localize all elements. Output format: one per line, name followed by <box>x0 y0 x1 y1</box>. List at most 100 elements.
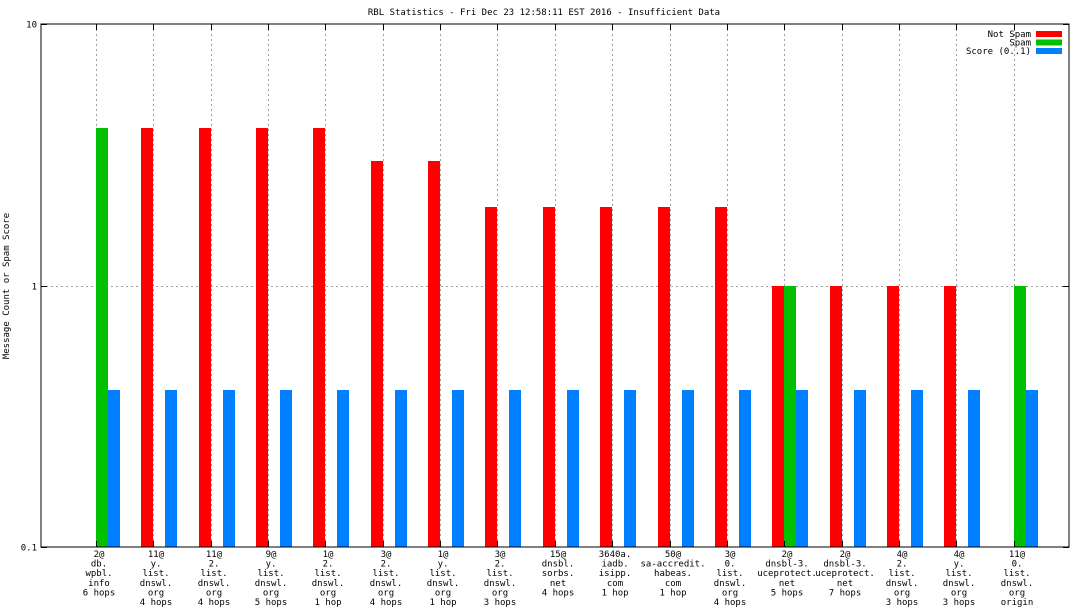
bar-score-0-1 <box>165 390 177 547</box>
x-tick-label: 4@ 2. list. dnswl. org 3 hops <box>886 550 919 608</box>
x-tick-label-line: 4 hops <box>198 598 231 608</box>
x-tick-label-line: 11@ <box>1009 550 1026 560</box>
x-tick-label-line: sorbs. <box>542 569 575 579</box>
y-tick-label: 1 <box>32 283 37 293</box>
x-tick-label-line: net <box>550 579 566 589</box>
x-tick-label-line: 2@ <box>840 550 851 560</box>
x-tick-label-line: isipp. <box>599 569 632 579</box>
x-tick-label-line: 4@ <box>954 550 965 560</box>
x-tick-label: 3@ 2. list. dnswl. org 4 hops <box>370 550 403 608</box>
x-tick-label: 3@ 0. list. dnswl. org 4 hops <box>714 550 747 608</box>
x-tick-label-line: org <box>148 588 164 598</box>
x-tick-label-line: 2. <box>209 560 220 570</box>
x-tick-label: 15@ dnsbl. sorbs. net 4 hops <box>542 550 575 598</box>
x-tick-label-line: list. <box>257 569 284 579</box>
bar-score-0-1 <box>968 390 980 547</box>
x-tick-label-line: habeas. <box>654 569 692 579</box>
bar-not-spam <box>887 286 899 547</box>
x-tick-label-line: list. <box>486 569 513 579</box>
x-tick-label-line: net <box>779 579 795 589</box>
bar-score-0-1 <box>682 390 694 547</box>
x-tick-label: 1@ y. list. dnswl. org 1 hop <box>427 550 460 608</box>
bar-score-0-1 <box>337 390 349 547</box>
x-tick-label-line: 3@ <box>381 550 392 560</box>
x-tick-label-line: list. <box>429 569 456 579</box>
x-tick-label-line: 4 hops <box>370 598 403 608</box>
x-tick-label-line: dnsbl. <box>542 560 575 570</box>
x-tick-label-line: list. <box>888 569 915 579</box>
x-tick-label-line: 3@ <box>725 550 736 560</box>
bar-score-0-1 <box>739 390 751 547</box>
x-tick-label-line: list. <box>142 569 169 579</box>
x-tick-label: 2@ dnsbl-3. uceprotect. net 5 hops <box>757 550 817 598</box>
legend-swatch <box>1036 39 1062 46</box>
bar-not-spam <box>428 161 440 547</box>
x-tick-label-line: sa-accredit. <box>640 560 705 570</box>
x-tick-label-line: uceprotect. <box>757 569 817 579</box>
x-tick-label-line: dnsbl-3. <box>823 560 866 570</box>
x-tick-label-line: y. <box>266 560 277 570</box>
x-tick-label-line: com <box>665 579 681 589</box>
x-tick-label-line: 4 hops <box>140 598 173 608</box>
x-tick-label-line: 11@ <box>206 550 223 560</box>
x-tick-label-line: dnswl. <box>943 579 976 589</box>
bar-spam <box>784 286 796 547</box>
x-tick-label-line: org <box>1009 588 1025 598</box>
bar-score-0-1 <box>567 390 579 547</box>
bar-score-0-1 <box>223 390 235 547</box>
x-tick-label-line: 5 hops <box>771 588 804 598</box>
x-tick-label-line: list. <box>945 569 972 579</box>
legend-label: Not Spam <box>988 30 1031 40</box>
x-tick-label-line: list. <box>372 569 399 579</box>
x-tick-label-line: 0. <box>1012 560 1023 570</box>
x-tick-label-line: wpbl. <box>85 569 112 579</box>
x-tick-label-line: org <box>951 588 967 598</box>
x-tick-label-line: dnswl. <box>140 579 173 589</box>
chart-title: RBL Statistics - Fri Dec 23 12:58:11 EST… <box>368 8 720 18</box>
x-tick-label: 2@ db. wpbl. info 6 hops <box>83 550 116 598</box>
x-tick-label-line: 1 hop <box>601 588 628 598</box>
x-tick-label: 4@ y. list. dnswl. org 3 hops <box>943 550 976 608</box>
bar-score-0-1 <box>509 390 521 547</box>
x-tick-label-line: y. <box>954 560 965 570</box>
bar-score-0-1 <box>452 390 464 547</box>
x-tick-label-line: org <box>320 588 336 598</box>
y-tick-label: 10 <box>26 21 37 31</box>
bar-not-spam <box>715 207 727 547</box>
x-tick-label-line: org <box>206 588 222 598</box>
x-tick-label-line: dnswl. <box>886 579 919 589</box>
x-tick-label-line: iadb. <box>601 560 628 570</box>
x-tick-label-line: org <box>722 588 738 598</box>
legend-label: Score (0..1) <box>966 47 1031 57</box>
x-tick-label-line: 1@ <box>438 550 449 560</box>
x-tick-label-line: dnsbl-3. <box>765 560 808 570</box>
x-tick-label-line: 0. <box>725 560 736 570</box>
bar-not-spam <box>543 207 555 547</box>
bar-not-spam <box>199 128 211 547</box>
x-tick-label-line: org <box>263 588 279 598</box>
x-tick-label-line: 4 hops <box>714 598 747 608</box>
x-tick-label-line: db. <box>91 560 107 570</box>
bar-score-0-1 <box>280 390 292 547</box>
x-tick-label-line: uceprotect. <box>815 569 875 579</box>
x-tick-label-line: origin <box>1001 598 1034 608</box>
x-tick-label-line: 6 hops <box>83 588 116 598</box>
x-tick-label-line: 4 hops <box>542 588 575 598</box>
x-tick-label: 11@ 0. list. dnswl. org origin <box>1001 550 1034 608</box>
legend-label: Spam <box>1009 39 1031 49</box>
x-tick-label: 50@ sa-accredit. habeas. com 1 hop <box>640 550 705 598</box>
x-tick-label-line: list. <box>200 569 227 579</box>
bar-score-0-1 <box>1026 390 1038 547</box>
x-tick-label-line: dnswl. <box>312 579 345 589</box>
x-tick-label-line: 7 hops <box>829 588 862 598</box>
x-tick-label-line: info <box>88 579 110 589</box>
x-tick-label-line: list. <box>716 569 743 579</box>
bar-not-spam <box>772 286 784 547</box>
bar-score-0-1 <box>395 390 407 547</box>
x-tick-label: 11@ y. list. dnswl. org 4 hops <box>140 550 173 608</box>
bar-not-spam <box>944 286 956 547</box>
x-tick-label: 11@ 2. list. dnswl. org 4 hops <box>198 550 231 608</box>
